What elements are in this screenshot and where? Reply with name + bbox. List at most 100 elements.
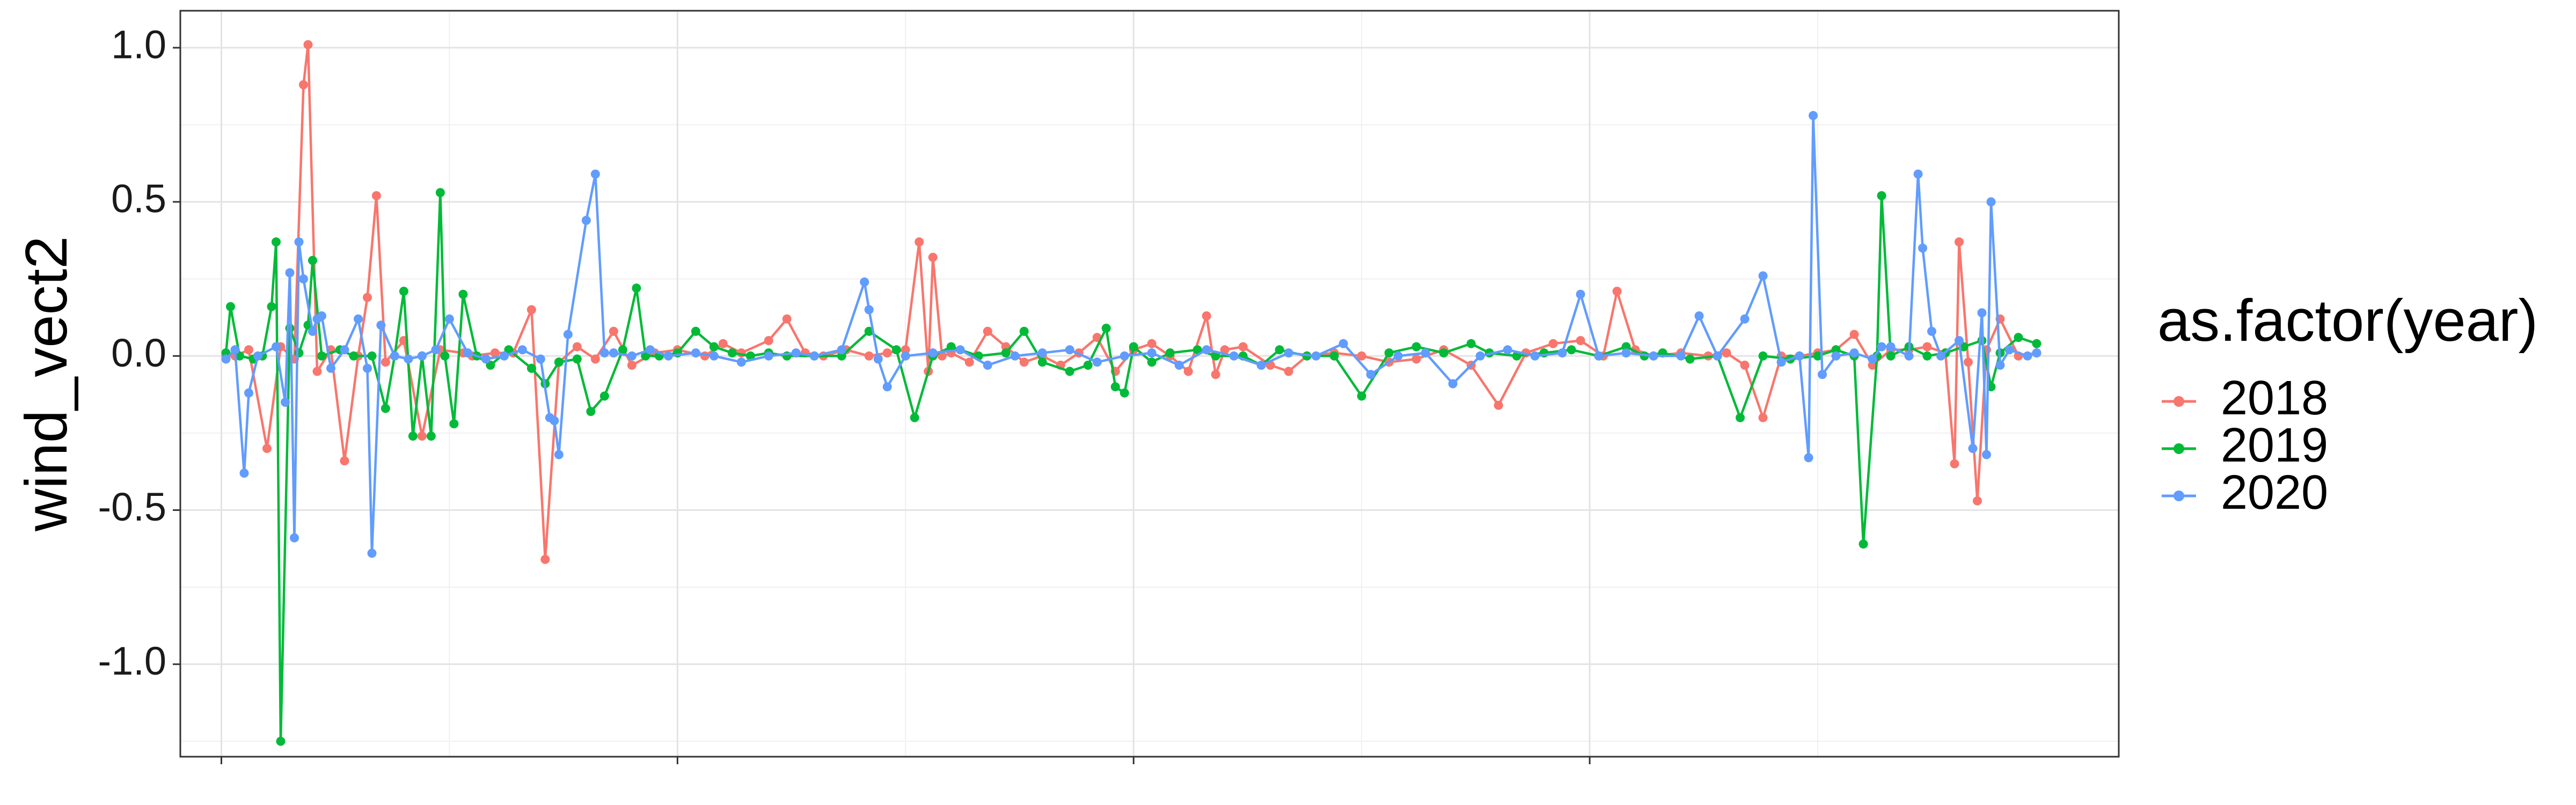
data-point-2018	[1758, 413, 1768, 422]
data-point-2020	[1877, 342, 1886, 352]
data-point-2020	[1868, 354, 1877, 364]
data-point-2018	[627, 361, 636, 370]
legend-key-point	[2174, 443, 2184, 454]
y-tick-label: 1.0	[111, 22, 166, 67]
data-point-2019	[1886, 351, 1896, 361]
data-point-2020	[1809, 111, 1818, 120]
data-point-2018	[1211, 370, 1220, 379]
data-point-2020	[645, 345, 655, 355]
data-point-2020	[590, 169, 600, 179]
data-point-2020	[1202, 345, 1211, 355]
data-point-2020	[627, 351, 636, 361]
data-point-2019	[618, 345, 627, 355]
data-point-2019	[1192, 345, 1202, 355]
data-point-2019	[1384, 348, 1394, 358]
data-point-2019	[1512, 351, 1521, 361]
data-point-2019	[727, 348, 737, 358]
data-point-2018	[1284, 367, 1293, 376]
data-point-2019	[317, 351, 326, 361]
data-point-2020	[1955, 336, 1964, 346]
data-point-2020	[864, 305, 874, 314]
data-point-2020	[736, 357, 746, 367]
legend-key-point	[2174, 396, 2184, 407]
data-point-2019	[599, 391, 609, 401]
data-point-2020	[1174, 361, 1184, 370]
data-point-2020	[1649, 351, 1658, 361]
data-point-2018	[1950, 459, 1959, 469]
data-point-2020	[444, 314, 454, 324]
y-tick-label: -1.0	[98, 639, 166, 683]
data-point-2020	[1594, 351, 1604, 361]
data-point-2020	[1818, 370, 1827, 379]
data-point-2018	[1973, 496, 1982, 506]
data-point-2020	[1421, 348, 1430, 358]
data-point-2019	[1439, 348, 1448, 358]
data-point-2018	[572, 342, 582, 352]
data-point-2018	[1238, 342, 1248, 352]
data-point-2020	[463, 348, 472, 358]
data-point-2018	[1202, 311, 1211, 321]
data-point-2020	[272, 342, 281, 352]
data-point-2020	[2023, 351, 2032, 361]
data-point-2018	[964, 357, 974, 367]
data-point-2018	[1019, 357, 1029, 367]
legend-key-2019	[2162, 443, 2196, 454]
data-point-2019	[709, 342, 719, 352]
data-point-2020	[431, 345, 441, 355]
data-point-2019	[586, 407, 596, 416]
data-point-2020	[1795, 351, 1804, 361]
legend-key-2018	[2162, 396, 2196, 407]
data-point-2019	[272, 237, 281, 247]
data-point-2020	[2032, 348, 2041, 358]
data-point-2020	[1758, 271, 1768, 281]
data-point-2019	[449, 419, 459, 429]
data-point-2020	[1831, 351, 1841, 361]
data-point-2019	[1813, 351, 1823, 361]
data-point-2019	[399, 287, 408, 296]
data-point-2020	[221, 354, 231, 364]
data-point-2020	[1904, 351, 1914, 361]
data-point-2020	[581, 216, 591, 225]
data-point-2018	[262, 444, 272, 453]
data-point-2019	[458, 289, 468, 299]
data-point-2018	[1612, 287, 1622, 296]
data-point-2018	[609, 326, 618, 336]
data-point-2020	[1694, 311, 1704, 321]
data-point-2020	[554, 450, 564, 459]
y-tick-label: 0.0	[111, 331, 166, 375]
data-point-2020	[1557, 348, 1567, 358]
data-point-2018	[1220, 345, 1230, 355]
data-point-2019	[891, 345, 901, 355]
data-point-2018	[417, 431, 427, 441]
data-point-2020	[340, 345, 349, 355]
data-point-2019	[1119, 388, 1129, 398]
data-point-2020	[609, 348, 618, 358]
data-point-2020	[764, 351, 773, 361]
data-point-2020	[1995, 361, 2005, 370]
data-point-2020	[1576, 289, 1585, 299]
data-point-2020	[1010, 351, 1020, 361]
data-point-2020	[1311, 351, 1321, 361]
data-point-2020	[1849, 348, 1859, 358]
data-point-2020	[317, 311, 326, 321]
data-point-2020	[367, 548, 377, 558]
data-point-2020	[882, 382, 892, 392]
data-point-2020	[1065, 345, 1074, 355]
data-point-2020	[550, 416, 559, 426]
data-point-2018	[1411, 354, 1421, 364]
y-axis: 1.0 0.5 0.0 -0.5 -1.0	[98, 22, 180, 683]
data-point-2019	[2014, 333, 2023, 342]
data-point-2020	[1913, 169, 1923, 179]
data-point-2020	[709, 351, 719, 361]
data-point-2020	[1936, 351, 1945, 361]
data-point-2019	[435, 188, 445, 197]
y-tick-label: 0.5	[111, 177, 166, 221]
data-point-2018	[764, 336, 773, 346]
data-point-2020	[1804, 453, 1813, 463]
panel-background	[180, 11, 2119, 757]
data-point-2019	[1275, 345, 1284, 355]
data-point-2019	[1110, 382, 1120, 392]
data-point-2020	[955, 345, 965, 355]
